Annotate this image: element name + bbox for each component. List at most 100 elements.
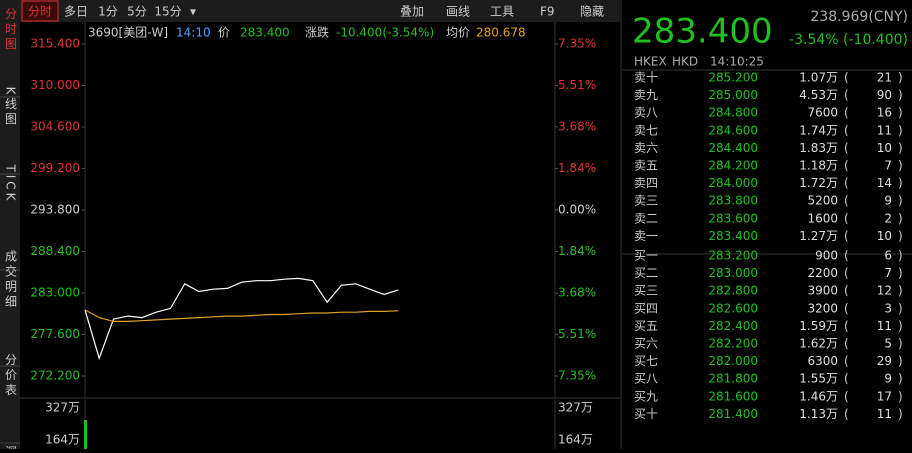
book-paren: )	[898, 211, 903, 225]
book-paren: )	[898, 229, 903, 243]
side-bar	[0, 22, 20, 449]
book-label: 买六	[634, 337, 658, 351]
toolbar-tab[interactable]: 1分	[98, 5, 118, 19]
book-price: 284.800	[708, 106, 758, 120]
book-paren: )	[898, 88, 903, 102]
toolbar-tool[interactable]: 工具	[490, 5, 514, 19]
quote-exchange: HKEX	[634, 55, 667, 69]
quote-price: 283.400	[632, 12, 773, 52]
toolbar-tool[interactable]: 画线	[446, 5, 470, 19]
book-paren: (	[844, 372, 849, 386]
book-label: 卖六	[634, 141, 658, 155]
book-paren: (	[844, 389, 849, 403]
book-count: 10	[877, 141, 892, 155]
book-volume: 1.27万	[799, 229, 838, 243]
toolbar-tab[interactable]: 15分	[154, 5, 181, 19]
book-paren: (	[844, 123, 849, 137]
side-tab[interactable]: 分时图	[4, 7, 18, 52]
book-paren: )	[898, 176, 903, 190]
book-price: 281.800	[708, 372, 758, 386]
book-count: 11	[877, 319, 892, 333]
book-paren: (	[844, 301, 849, 315]
book-paren: (	[844, 319, 849, 333]
book-price: 283.000	[708, 266, 758, 280]
book-label: 买八	[634, 372, 658, 386]
book-price: 284.200	[708, 159, 758, 173]
volume-bar	[84, 420, 87, 449]
book-price: 281.400	[708, 407, 758, 421]
toolbar-tool[interactable]: 隐藏	[580, 5, 604, 19]
side-tab[interactable]: 深	[4, 445, 18, 453]
book-paren: (	[844, 141, 849, 155]
volume-tick-label: 327万	[45, 401, 80, 415]
info-avg-label: 均价	[446, 26, 470, 40]
book-volume: 1.74万	[799, 123, 838, 137]
book-paren: )	[898, 194, 903, 208]
toolbar-tab[interactable]: 多日	[64, 5, 88, 19]
toolbar	[0, 0, 620, 22]
book-label: 买二	[634, 266, 658, 280]
side-tab[interactable]: TICK	[4, 163, 18, 203]
book-volume: 900	[815, 249, 838, 263]
quote-cny: 238.969(CNY)	[810, 9, 908, 25]
book-volume: 1.62万	[799, 337, 838, 351]
info-avg: 280.678	[476, 26, 526, 40]
toolbar-tool[interactable]: F9	[540, 5, 555, 19]
book-paren: (	[844, 337, 849, 351]
y-tick-label: 277.600	[30, 327, 80, 341]
book-count: 7	[884, 266, 892, 280]
book-volume: 1.83万	[799, 141, 838, 155]
book-count: 6	[884, 249, 892, 263]
book-price: 283.800	[708, 194, 758, 208]
y-tick-label: 293.800	[30, 203, 80, 217]
toolbar-tab[interactable]: 分时	[28, 5, 52, 19]
info-price: 283.400	[240, 26, 290, 40]
tab-active	[21, 0, 59, 22]
book-volume: 3200	[807, 301, 838, 315]
book-price: 284.400	[708, 141, 758, 155]
toolbar-tab[interactable]: ▾	[190, 5, 196, 19]
book-price: 282.400	[708, 319, 758, 333]
toolbar-tool[interactable]: 叠加	[400, 5, 424, 19]
book-count: 5	[884, 337, 892, 351]
book-paren: (	[844, 407, 849, 421]
y2-tick-label: 1.84%	[558, 161, 596, 175]
book-paren: (	[844, 88, 849, 102]
price-line	[84, 277, 399, 361]
book-paren: )	[898, 389, 903, 403]
book-paren: (	[844, 176, 849, 190]
toolbar-tab[interactable]: 5分	[127, 5, 147, 19]
book-label: 卖一	[634, 229, 658, 243]
y-tick-label: 283.000	[30, 286, 80, 300]
book-price: 283.400	[708, 229, 758, 243]
book-volume: 1.18万	[799, 159, 838, 173]
book-label: 买一	[634, 249, 658, 263]
side-tab[interactable]: 成交明细	[4, 250, 18, 310]
book-paren: (	[844, 266, 849, 280]
book-count: 11	[877, 407, 892, 421]
y2-tick-label: 0.00%	[558, 203, 596, 217]
book-count: 2	[884, 211, 892, 225]
book-paren: (	[844, 249, 849, 263]
y2-tick-label: 3.68%	[558, 119, 596, 133]
book-count: 10	[877, 229, 892, 243]
book-label: 卖十	[634, 71, 658, 85]
book-paren: (	[844, 194, 849, 208]
book-volume: 1.46万	[799, 389, 838, 403]
book-count: 3	[884, 301, 892, 315]
book-count: 21	[877, 71, 892, 85]
book-count: 7	[884, 159, 892, 173]
quote-time: 14:10:25	[710, 55, 764, 69]
book-paren: )	[898, 106, 903, 120]
book-volume: 2200	[807, 266, 838, 280]
book-volume: 6300	[807, 354, 838, 368]
quote-change: -3.54% (-10.400)	[789, 32, 908, 48]
side-tab[interactable]: K线图	[4, 87, 18, 128]
volume-tick-label: 164万	[558, 433, 593, 447]
side-tab[interactable]: 分价表	[4, 353, 18, 398]
book-count: 29	[877, 354, 892, 368]
info-change: -10.400(-3.54%)	[336, 26, 434, 40]
book-volume: 1.72万	[799, 176, 838, 190]
book-label: 卖五	[634, 159, 658, 173]
